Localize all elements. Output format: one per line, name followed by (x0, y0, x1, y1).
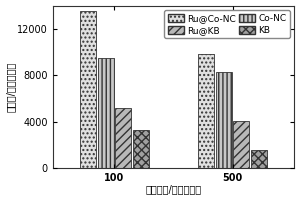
Bar (98, 58, 114, 168)
Bar (115, 108, 131, 168)
Bar (198, 54, 214, 168)
Bar (80, 11, 96, 168)
Bar (133, 130, 148, 168)
Bar (216, 72, 232, 168)
X-axis label: 电流密度/毫安每平方: 电流密度/毫安每平方 (146, 184, 202, 194)
Legend: Ru@Co-NC, Ru@KB, Co-NC, KB: Ru@Co-NC, Ru@KB, Co-NC, KB (164, 10, 290, 38)
Bar (233, 121, 249, 168)
Bar (251, 150, 267, 168)
Y-axis label: 比容量/毫安时每克: 比容量/毫安时每克 (6, 62, 16, 112)
